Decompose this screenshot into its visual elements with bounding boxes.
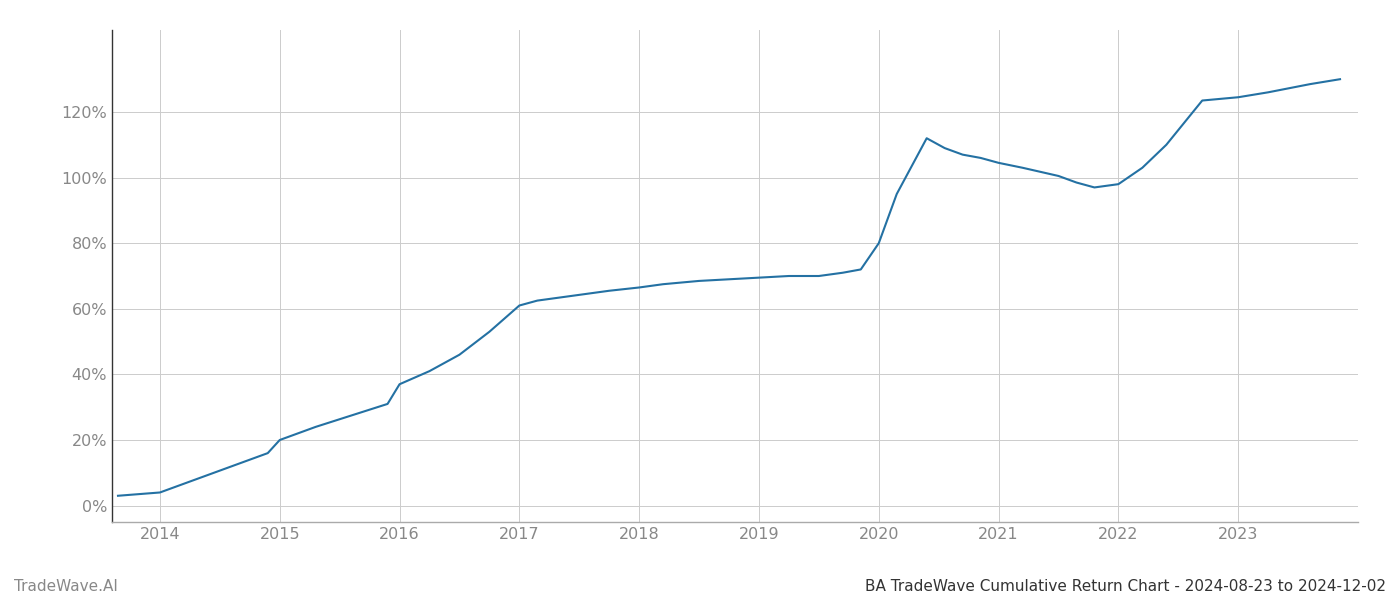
Text: BA TradeWave Cumulative Return Chart - 2024-08-23 to 2024-12-02: BA TradeWave Cumulative Return Chart - 2… xyxy=(865,579,1386,594)
Text: TradeWave.AI: TradeWave.AI xyxy=(14,579,118,594)
